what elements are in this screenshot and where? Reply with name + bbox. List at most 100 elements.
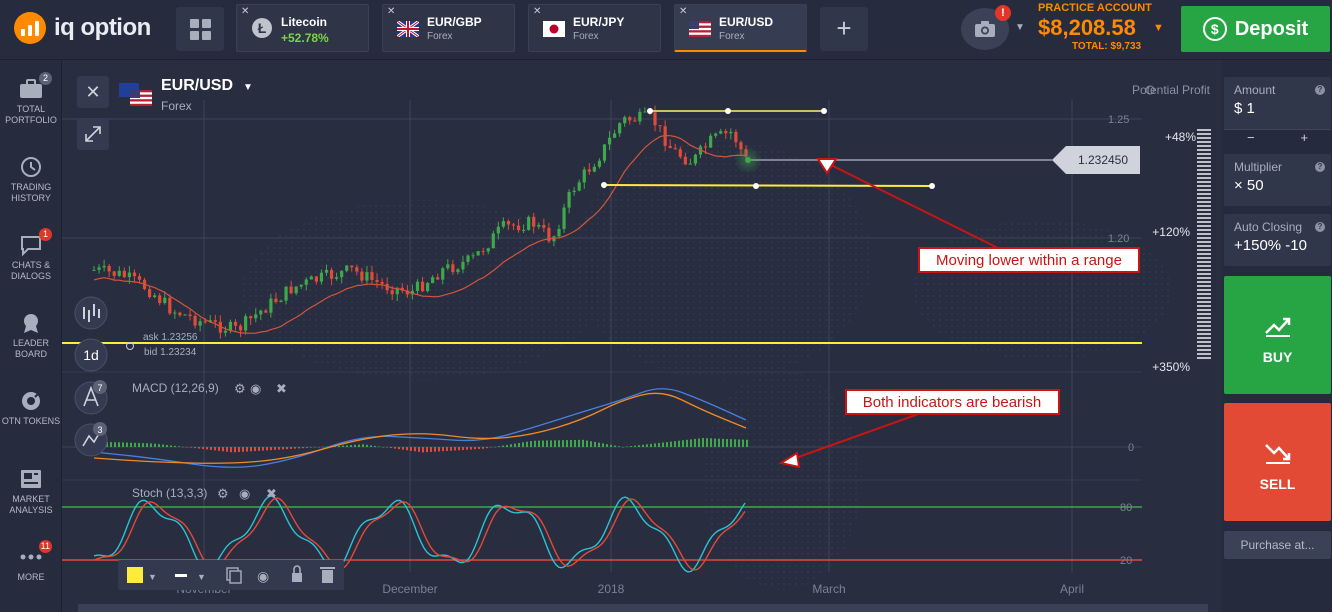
annotation-box[interactable] [918, 247, 1140, 273]
candle [688, 163, 693, 165]
macd-histogram-bar [406, 447, 408, 451]
close-tab-icon[interactable]: ✕ [679, 6, 688, 17]
info-icon[interactable] [1145, 85, 1155, 95]
tab-eur-usd[interactable]: ✕ EUR/USD Forex [674, 4, 807, 52]
trash-icon[interactable] [322, 570, 333, 583]
profit-scale[interactable] [1197, 129, 1211, 359]
annotation-box[interactable] [845, 389, 1060, 415]
gear-icon[interactable]: ⚙ [234, 381, 246, 396]
close-tab-icon[interactable]: ✕ [241, 6, 250, 17]
sidebar-item-portfolio[interactable]: 2 TOTAL PORTFOLIO [0, 72, 62, 126]
lock-icon[interactable] [292, 573, 302, 582]
chevron-down-icon[interactable]: ▼ [243, 82, 253, 93]
candle [668, 145, 672, 149]
help-icon[interactable]: ? [1315, 85, 1325, 95]
tab-litecoin[interactable]: ✕ Ł Litecoin +52.78% [236, 4, 369, 52]
asset-grid-button[interactable] [176, 7, 224, 51]
macd-histogram-bar [354, 444, 356, 447]
macd-histogram-bar [174, 445, 176, 447]
timeline-scrollbar[interactable] [78, 604, 1208, 612]
remove-indicator-icon[interactable]: ✖ [276, 381, 287, 396]
sidebar-item-history[interactable]: TRADING HISTORY [0, 156, 62, 204]
chevron-down-icon[interactable]: ▼ [148, 572, 157, 582]
macd-histogram-bar [550, 440, 552, 447]
line-handle[interactable] [821, 108, 827, 114]
current-price-tag[interactable]: 1.232450 [1052, 146, 1140, 174]
candle [365, 272, 369, 281]
macd-histogram-bar [202, 447, 204, 450]
chart-type-button[interactable] [74, 296, 108, 330]
color-swatch[interactable] [127, 567, 143, 583]
sidebar-badge: 11 [38, 540, 52, 553]
candle [734, 131, 738, 143]
macd-histogram [94, 438, 748, 453]
macd-histogram-bar [298, 447, 300, 449]
eye-icon[interactable]: ◉ [239, 486, 250, 501]
amount-field[interactable]: Amount ? $ 1 [1224, 77, 1331, 129]
line-handle[interactable] [753, 183, 759, 189]
chevron-down-icon[interactable]: ▼ [1015, 22, 1025, 33]
eye-icon[interactable]: ◉ [250, 381, 261, 396]
candle [137, 276, 142, 280]
line-handle[interactable] [601, 182, 607, 188]
decrease-amount-button[interactable]: − [1224, 129, 1278, 145]
close-tab-icon[interactable]: ✕ [387, 6, 396, 17]
macd-histogram-bar [650, 443, 652, 447]
macd-histogram-bar [342, 445, 344, 447]
tab-eur-jpy[interactable]: ✕ EUR/JPY Forex [528, 4, 661, 52]
eye-icon[interactable]: ◉ [257, 568, 269, 584]
macd-signal-line [93, 392, 747, 464]
macd-histogram-bar [186, 447, 188, 448]
macd-histogram-bar [114, 442, 116, 447]
help-icon[interactable]: ? [1315, 222, 1325, 232]
line-handle[interactable] [725, 108, 731, 114]
logo[interactable]: iq option [14, 12, 151, 44]
macd-legend[interactable]: MACD (12,26,9) ⚙ ◉ ✖ [132, 381, 287, 396]
remove-indicator-icon[interactable]: ✖ [266, 486, 277, 501]
sidebar-item-tokens[interactable]: OTN TOKENS [0, 390, 62, 427]
increase-amount-button[interactable]: + [1277, 129, 1331, 145]
sell-label: SELL [1259, 476, 1296, 492]
line-handle[interactable] [929, 183, 935, 189]
sell-button[interactable]: SELL [1224, 403, 1331, 521]
line-handle[interactable] [647, 108, 653, 114]
line-width-icon[interactable] [175, 574, 187, 577]
close-tab-icon[interactable]: ✕ [533, 6, 542, 17]
sidebar-item-chats[interactable]: 1 CHATS & DIALOGS [0, 228, 62, 282]
top-bar: iq option ✕ Ł Litecoin +52.78% ✕ EUR/GBP… [0, 0, 1332, 60]
candle [279, 300, 283, 303]
range-bottom-line[interactable] [603, 184, 933, 187]
chevron-down-icon[interactable]: ▼ [1153, 22, 1164, 34]
add-tab-button[interactable]: + [820, 7, 868, 51]
candle [683, 156, 687, 165]
macd-histogram-bar [230, 447, 232, 453]
buy-button[interactable]: BUY [1224, 276, 1331, 394]
sidebar-item-more[interactable]: 11 MORE [0, 540, 62, 583]
macd-histogram-bar [314, 447, 316, 448]
stoch-legend[interactable]: Stoch (13,3,3) ⚙ ◉ ✖ [132, 486, 277, 501]
candle [638, 111, 642, 122]
sidebar-item-leaderboard[interactable]: LEADER BOARD [0, 312, 62, 360]
screenshot-button[interactable]: ! [961, 5, 1011, 50]
candle [501, 221, 505, 227]
macd-label: MACD (12,26,9) [132, 381, 219, 395]
tab-eur-gbp[interactable]: ✕ EUR/GBP Forex [382, 4, 515, 52]
macd-histogram-bar [378, 446, 380, 447]
sidebar-item-market-analysis[interactable]: MARKET ANALYSIS [0, 468, 62, 516]
price-chart[interactable]: 1.232450 1.25 1.20 0 80 20 Potential Pro… [62, 60, 1222, 612]
gear-icon[interactable]: ⚙ [217, 486, 229, 501]
sidebar-item-label: MARKET ANALYSIS [9, 494, 53, 515]
auto-closing-field[interactable]: Auto Closing ? +150% -10 [1224, 214, 1331, 266]
multiplier-field[interactable]: Multiplier ? × 50 [1224, 154, 1331, 206]
candle [319, 272, 324, 282]
chevron-down-icon[interactable]: ▼ [197, 572, 206, 582]
macd-histogram-bar [386, 447, 388, 448]
help-icon[interactable]: ? [1315, 162, 1325, 172]
timeframe-button[interactable] [74, 338, 108, 372]
close-chart-button[interactable] [77, 76, 109, 108]
chart-header[interactable]: EUR/USD ▼ Forex [119, 77, 253, 113]
candle [395, 287, 399, 295]
deposit-button[interactable]: $ Deposit [1181, 6, 1330, 52]
account-balance[interactable]: PRACTICE ACCOUNT $8,208.58 TOTAL: $9,733 [1038, 2, 1168, 52]
purchase-at-button[interactable]: Purchase at... [1224, 531, 1331, 559]
